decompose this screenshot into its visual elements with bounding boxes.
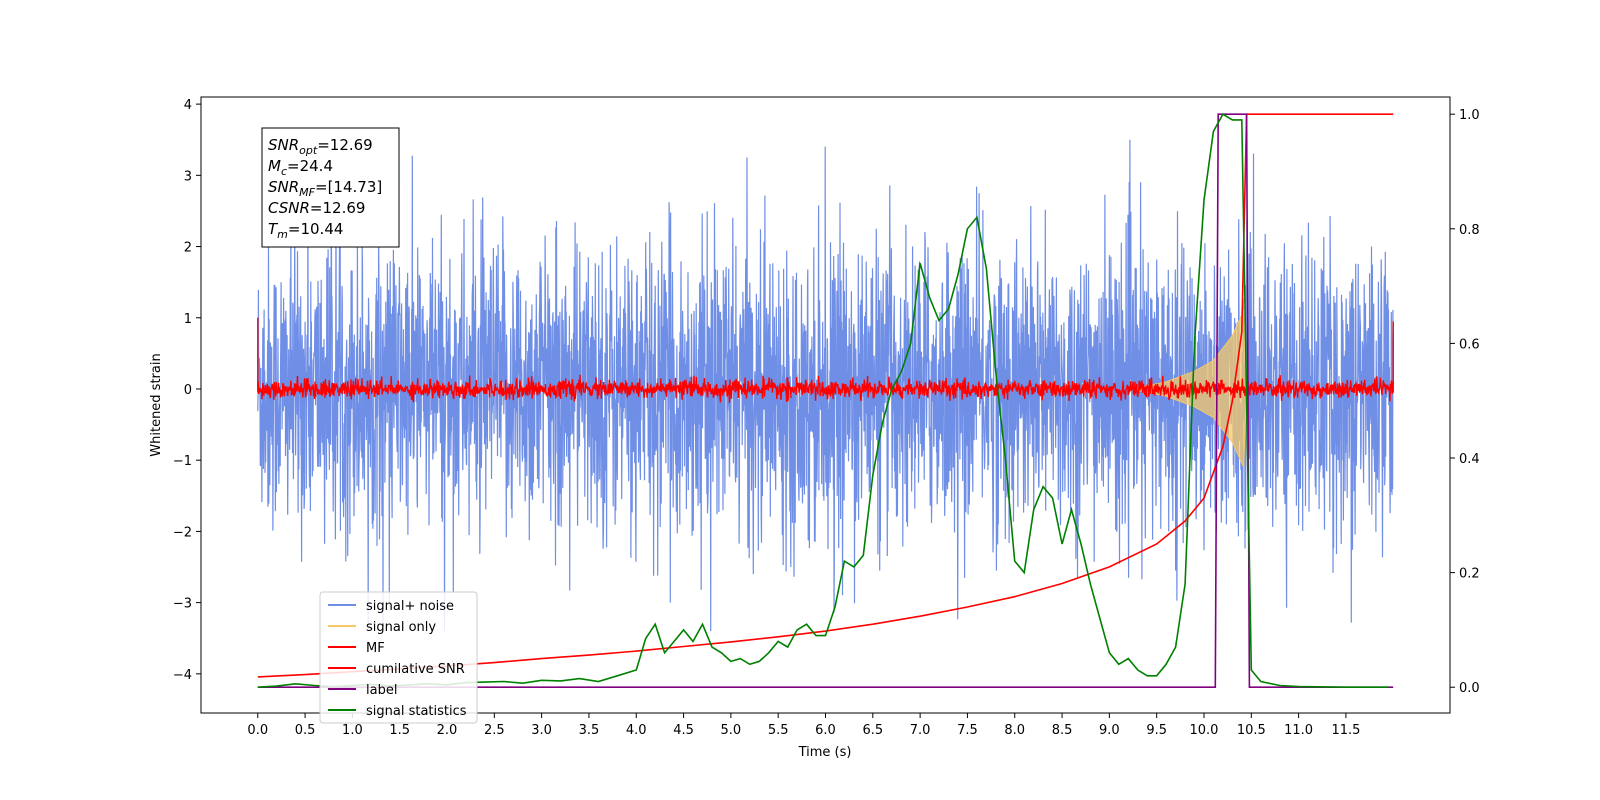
x-tick-label: 4.0 <box>626 723 647 738</box>
y2-tick-label: 0.2 <box>1459 567 1480 582</box>
legend-frame <box>319 591 478 724</box>
y2-tick-label: 0.6 <box>1459 337 1480 352</box>
x-tick-label: 10.0 <box>1190 723 1219 738</box>
x-tick-label: 11.5 <box>1331 723 1360 738</box>
x-tick-label: 2.0 <box>437 723 458 738</box>
y-tick-label: 0 <box>184 383 192 398</box>
x-tick-label: 7.0 <box>910 723 931 738</box>
y2-tick-label: 0.8 <box>1459 223 1480 238</box>
x-tick-label: 11.0 <box>1284 723 1313 738</box>
y-tick-label: −3 <box>173 597 192 612</box>
y-tick-label: 3 <box>184 169 192 184</box>
series-mf <box>257 374 1394 403</box>
x-tick-label: 6.5 <box>862 723 883 738</box>
legend-label: signal+ noise <box>366 599 454 614</box>
x-tick-label: 7.5 <box>957 723 978 738</box>
x-tick-label: 10.5 <box>1237 723 1266 738</box>
y-axis-label: Whitened strain <box>149 353 164 456</box>
x-tick-label: 4.5 <box>673 723 694 738</box>
x-tick-label: 0.0 <box>247 723 268 738</box>
x-tick-label: 2.5 <box>484 723 505 738</box>
legend-label: label <box>366 683 397 698</box>
legend-label: MF <box>366 641 385 656</box>
legend-label: signal statistics <box>366 704 467 719</box>
annotation-line: SNRMF=[14.73] <box>268 178 382 199</box>
y2-tick-label: 0.4 <box>1459 452 1480 467</box>
series-layer <box>257 113 1394 688</box>
series-signal-statistics <box>257 113 1389 688</box>
x-tick-label: 5.5 <box>768 723 789 738</box>
annotation-line: CSNR=12.69 <box>268 199 365 217</box>
y-tick-label: 4 <box>184 98 192 113</box>
y-tick-label: 2 <box>184 241 192 256</box>
y2-tick-label: 1.0 <box>1459 108 1480 123</box>
y-tick-label: −2 <box>173 525 192 540</box>
y-tick-label: −1 <box>173 454 192 469</box>
y-tick-label: 1 <box>184 312 192 327</box>
x-tick-label: 3.5 <box>579 723 600 738</box>
x-tick-label: 8.0 <box>1004 723 1025 738</box>
x-tick-label: 3.0 <box>531 723 552 738</box>
series-cumulative-snr <box>257 113 1394 678</box>
x-tick-label: 1.0 <box>342 723 363 738</box>
y-tick-label: −4 <box>173 668 192 683</box>
x-tick-label: 0.5 <box>295 723 316 738</box>
x-tick-label: 1.5 <box>389 723 410 738</box>
x-tick-label: 9.5 <box>1146 723 1167 738</box>
y2-tick-label: 0.0 <box>1459 681 1480 696</box>
axes-layer: 0.0 0.5 1.0 1.5 2.0 2.5 3.0 3.5 4.0 4.5 5.0 5.5 6.0 6… <box>173 98 1480 738</box>
annotation-frame <box>261 127 400 248</box>
legend-label: cumilative SNR <box>366 662 465 677</box>
x-tick-label: 5.0 <box>721 723 742 738</box>
series-label <box>257 113 1394 688</box>
x-axis-label: Time (s) <box>798 745 852 760</box>
annotation-line: Tm=10.44 <box>268 220 343 241</box>
x-tick-label: 8.5 <box>1052 723 1073 738</box>
legend: signal+ noise signal only MF cumilative SNR… <box>319 591 478 724</box>
legend-label: signal only <box>366 620 436 635</box>
annotation-line: SNRopt=12.69 <box>268 136 373 157</box>
annotation-line: Mc=24.4 <box>268 157 333 178</box>
annotation-box: SNRopt=12.69Mc=24.4SNRMF=[14.73]CSNR=12.… <box>261 127 400 248</box>
x-tick-label: 9.0 <box>1099 723 1120 738</box>
x-tick-label: 6.0 <box>815 723 836 738</box>
